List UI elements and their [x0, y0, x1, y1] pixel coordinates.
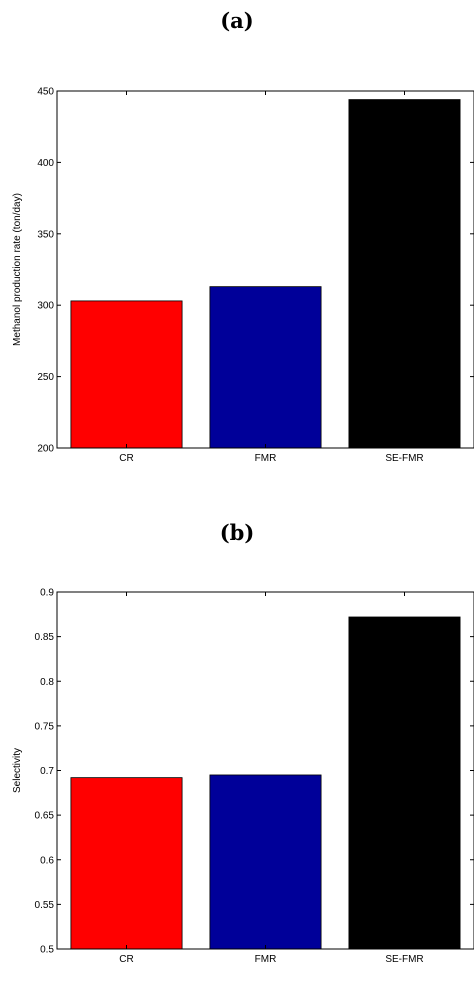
chart-b-bar-cr	[70, 777, 183, 950]
chart-b-ytick-label: 0.75	[35, 721, 55, 732]
chart-b-ytick-label: 0.85	[35, 632, 55, 643]
chart-a-ytick-label: 200	[37, 444, 54, 455]
chart-b-ytick-label: 0.5	[40, 945, 54, 956]
chart-b-ytick-label: 0.55	[35, 900, 55, 911]
chart-a: 200 250 300 350 400 450 CR FMR SE-FMR Methanol pr…	[12, 87, 474, 464]
chart-b-ytick-label: 0.65	[35, 811, 55, 822]
chart-b-ytick-label: 0.6	[40, 855, 54, 866]
chart-a-ytick-label: 300	[37, 301, 54, 312]
chart-b-ytick-label: 0.8	[40, 677, 54, 688]
chart-a-ytick-label: 400	[37, 158, 54, 169]
chart-a-xtick-label: FMR	[255, 453, 277, 464]
chart-b-xtick-label: FMR	[255, 954, 277, 965]
chart-a-xtick-label: CR	[119, 453, 133, 464]
chart-b-ylabel: Selectivity	[12, 748, 23, 793]
chart-a-bar-cr	[70, 300, 183, 449]
chart-a-bar-fmr	[209, 286, 322, 449]
chart-a-xtick-label: SE-FMR	[385, 453, 423, 464]
panel-b-title: (b)	[219, 520, 255, 545]
chart-b-ytick-label: 0.7	[40, 766, 54, 777]
chart-b-bar-fmr	[209, 774, 322, 950]
chart-b-xtick-label: SE-FMR	[385, 954, 423, 965]
chart-b-bar-se-fmr	[348, 616, 461, 950]
chart-b-xtick-label: CR	[119, 954, 133, 965]
chart-b-ytick-label: 0.9	[40, 588, 54, 599]
chart-a-ytick-label: 450	[37, 87, 54, 98]
chart-a-ytick-label: 350	[37, 229, 54, 240]
panel-a-title: (a)	[220, 8, 254, 33]
chart-b: 0.5 0.55 0.6 0.65 0.7 0.75 0.8 0.85 0.9 CR FMR SE-F…	[12, 588, 474, 965]
chart-a-ytick-label: 250	[37, 372, 54, 383]
chart-a-bar-se-fmr	[348, 99, 461, 449]
chart-a-ylabel: Methanol production rate (ton/day)	[12, 193, 23, 346]
